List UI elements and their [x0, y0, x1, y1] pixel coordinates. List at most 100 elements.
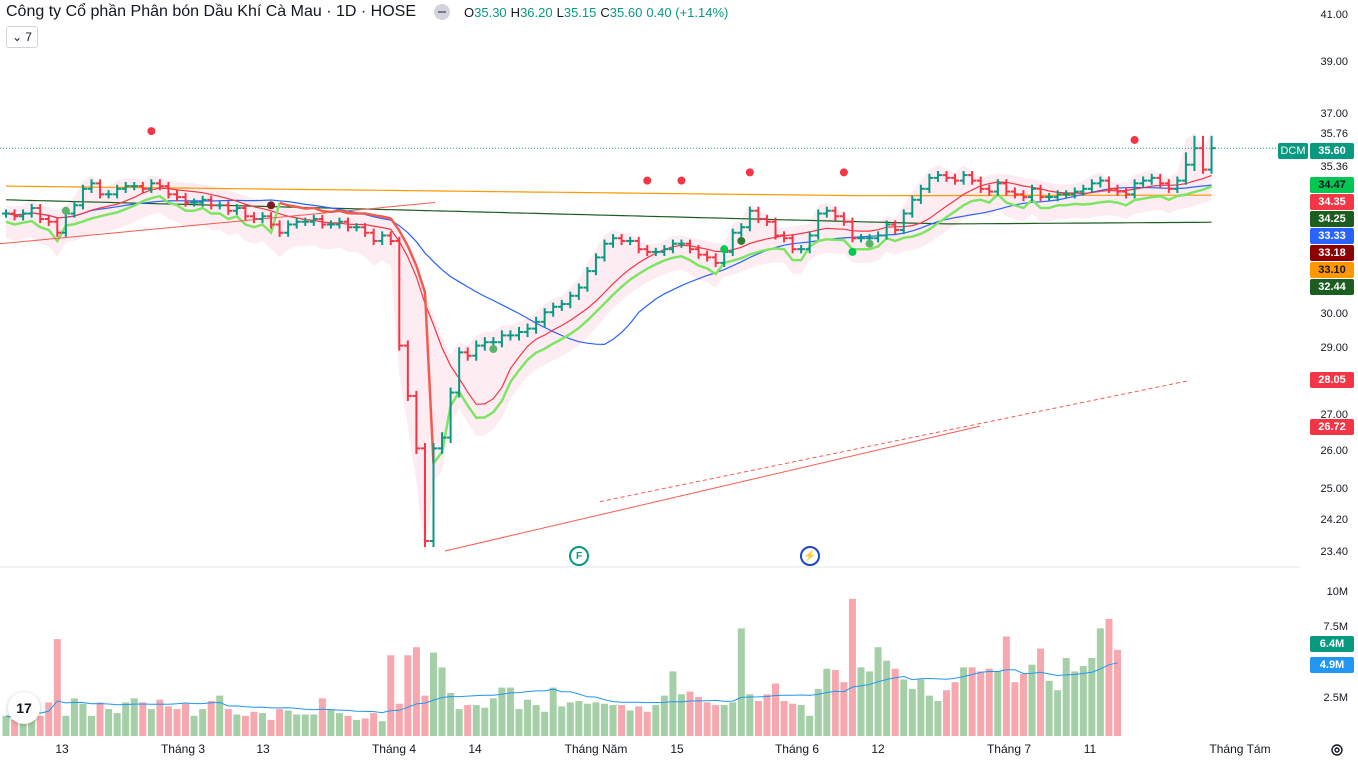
tradingview-logo-icon[interactable]: 17: [8, 692, 40, 724]
volume-bar: [729, 702, 737, 736]
volume-bar: [378, 721, 386, 736]
dividend-event-icon[interactable]: ⚡: [800, 546, 820, 566]
volume-bar: [754, 701, 762, 736]
volume-bar: [70, 698, 78, 736]
volume-bar: [310, 714, 318, 736]
price-tick-label: 35.76: [1320, 128, 1348, 140]
ma-red-line: [5, 174, 1212, 405]
volume-bar: [660, 695, 668, 736]
volume-bar: [353, 719, 361, 736]
volume-bar: [147, 709, 155, 736]
volume-bar: [395, 703, 403, 736]
volume-tag: 4.9M: [1310, 657, 1354, 673]
volume-bar: [1062, 657, 1070, 736]
volume-bar: [190, 715, 198, 736]
volume-bar: [139, 702, 147, 736]
price-tick-label: 41.00: [1320, 9, 1348, 21]
supertrend-green-line: [5, 194, 281, 244]
volume-bar: [695, 696, 703, 736]
volume-bar: [857, 667, 865, 736]
time-tick-label: Tháng Tám: [1209, 742, 1271, 756]
open-label: O: [464, 4, 475, 20]
volume-bar: [848, 598, 856, 736]
price-tick-label: 29.00: [1320, 342, 1348, 354]
volume-bar: [1071, 671, 1079, 736]
volume-bar: [934, 701, 942, 736]
volume-bar: [549, 687, 557, 736]
price-tag: 26.72: [1310, 419, 1354, 435]
price-tag: 34.47: [1310, 177, 1354, 193]
trend-line-3: [599, 380, 1189, 503]
volume-bar: [1114, 649, 1121, 736]
volume-bar: [626, 710, 634, 736]
volume-bar: [994, 671, 1002, 736]
volume-bar: [105, 709, 113, 736]
signal-dot: [147, 127, 156, 136]
time-tick-label: 13: [256, 742, 270, 756]
volume-bar: [1096, 628, 1104, 736]
volume-bar: [79, 703, 87, 736]
volume-bar: [686, 691, 694, 736]
volume-bar: [318, 698, 326, 736]
volume-bar: [840, 682, 848, 736]
signal-dot: [839, 168, 848, 177]
volume-bar: [772, 683, 779, 736]
time-tick-label: 15: [670, 742, 684, 756]
volume-bar: [1011, 682, 1019, 736]
ma-darkgreen-line: [5, 199, 1212, 225]
volume-bar: [267, 719, 275, 736]
volume-bar: [883, 660, 891, 736]
indicator-collapse-button[interactable]: ⌄ 7: [6, 26, 38, 48]
chart-header: Công ty Cổ phần Phân bón Dầu Khí Cà Mau …: [6, 3, 728, 21]
volume-bar: [335, 713, 343, 736]
time-tick-label: 14: [468, 742, 482, 756]
volume-bar: [669, 671, 677, 736]
volume-bar: [259, 713, 266, 736]
symbol-title[interactable]: Công ty Cổ phần Phân bón Dầu Khí Cà Mau …: [6, 3, 416, 20]
signal-dot: [848, 247, 857, 256]
volume-bar: [874, 647, 882, 736]
price-tag: 33.18: [1310, 245, 1354, 261]
volume-bar: [113, 713, 121, 736]
time-tick-label: 12: [871, 742, 885, 756]
volume-ma-line: [5, 662, 1118, 719]
volume-bar: [601, 703, 608, 736]
volume-bar: [951, 682, 959, 736]
volume-bar: [703, 702, 711, 736]
volume-bar: [746, 694, 754, 736]
time-tick-label: 13: [55, 742, 69, 756]
trend-line-1: [0, 202, 436, 245]
hide-legend-button[interactable]: [434, 4, 450, 20]
volume-bar: [327, 709, 335, 736]
change-value: 0.40 (+1.14%): [646, 4, 729, 20]
volume-bar: [130, 698, 138, 736]
low-label: L: [556, 4, 564, 20]
signal-dot: [677, 176, 686, 185]
price-tick-label: 37.00: [1320, 108, 1348, 120]
volume-bar: [677, 694, 685, 736]
volume-bar: [814, 688, 822, 736]
volume-bar: [1019, 674, 1027, 736]
price-tick-label: 24.20: [1320, 514, 1348, 526]
volume-bar: [524, 699, 532, 736]
volume-bar: [489, 698, 497, 736]
volume-bar: [241, 715, 249, 736]
signal-dot: [643, 176, 652, 185]
price-tick-label: 30.00: [1320, 308, 1348, 320]
low-value: 35.15: [563, 4, 597, 20]
supertrend-red-line: [279, 201, 435, 464]
price-tick-label: 26.00: [1320, 445, 1348, 457]
volume-bar: [823, 668, 831, 736]
volume-bar: [1079, 666, 1087, 736]
volume-bar: [370, 713, 378, 736]
volume-bar: [182, 703, 190, 736]
price-tick-label: 35.36: [1320, 161, 1348, 173]
earnings-event-icon[interactable]: F: [569, 546, 589, 566]
time-tick-label: 11: [1083, 742, 1097, 756]
volume-bar: [1088, 657, 1096, 736]
volume-bar: [609, 705, 617, 736]
gear-icon[interactable]: [1330, 743, 1344, 757]
volume-bar: [387, 655, 395, 736]
